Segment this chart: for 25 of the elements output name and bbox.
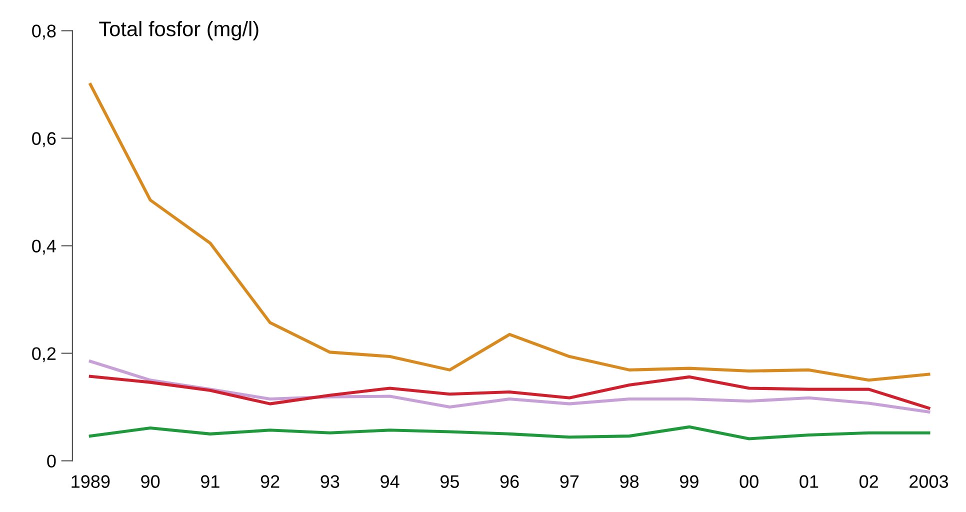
x-tick-label: 2003 (910, 475, 948, 488)
y-axis-title: Total fosfor (mg/l) (99, 21, 258, 40)
y-tick-label: 0 (47, 454, 56, 468)
y-tick-label: 0,8 (32, 24, 56, 40)
x-tick-label: 01 (800, 475, 818, 488)
x-tick-label: 96 (500, 475, 519, 488)
x-tick-label: 91 (200, 475, 220, 488)
y-tick-label: 0,4 (32, 240, 56, 255)
line-series (88, 425, 930, 440)
x-tick-label: 90 (141, 475, 160, 488)
x-tick-label: 98 (620, 475, 639, 488)
x-tick-label: 95 (440, 475, 459, 488)
x-tick-label: 99 (680, 475, 698, 488)
x-tick-label: 92 (260, 475, 280, 488)
line-series (88, 374, 930, 410)
x-tick-label: 00 (740, 475, 758, 488)
x-tick-label: 02 (860, 475, 878, 488)
y-tick-label: 0,6 (32, 132, 56, 148)
x-tick-label: 93 (320, 475, 340, 488)
x-tick-label: 97 (560, 475, 579, 488)
line-series (88, 82, 930, 382)
y-tick-label: 0,2 (32, 347, 56, 362)
x-tick-label: 1989 (72, 475, 110, 488)
line-series (88, 360, 930, 414)
x-tick-label: 94 (380, 475, 400, 488)
